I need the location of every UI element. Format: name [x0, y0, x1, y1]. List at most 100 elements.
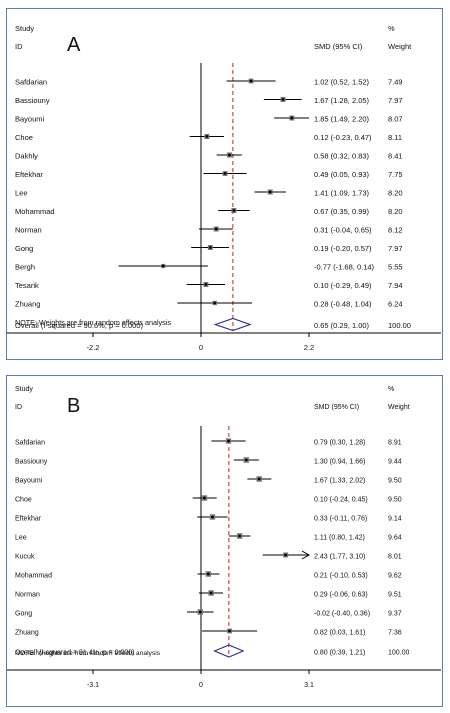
weights-note: NOTE: Weights are from random effects an…: [15, 318, 171, 327]
overall-weight: 100.00: [388, 650, 410, 657]
point-estimate: [206, 572, 210, 576]
study-weight: 6.24: [388, 300, 403, 309]
x-axis-tick-label: -2.2: [87, 343, 100, 352]
x-axis-tick-label: 3.1: [304, 682, 314, 689]
overall-diamond: [213, 644, 245, 658]
study-name: Bassiouny: [15, 459, 48, 466]
study-smd-ci: 0.12 (-0.23, 0.47): [314, 133, 372, 142]
x-axis-tick-label: 0: [199, 343, 203, 352]
panel-label: A: [67, 34, 81, 56]
point-estimate: [284, 553, 288, 557]
study-weight: 9.62: [388, 573, 402, 580]
point-estimate: [161, 264, 165, 268]
study-weight: 8.20: [388, 189, 403, 198]
study-smd-ci: 1.67 (1.33, 2.02): [314, 478, 365, 485]
study-weight: 8.41: [388, 152, 403, 161]
forest-plot-a-svg: Study ID SMD (95% CI)% Weight A Safdarian 1.02…: [7, 24, 441, 352]
point-estimate: [203, 496, 206, 500]
overall-weight: 100.00: [388, 321, 411, 330]
study-smd-ci: -0.77 (-1.68, 0.14): [314, 263, 375, 272]
study-smd-ci: 0.10 (-0.29, 0.49): [314, 281, 372, 290]
study-name: Lee: [15, 189, 28, 198]
ci-arrow: [301, 550, 311, 560]
study-name: Norman: [15, 226, 42, 235]
overall-label: Overall (I-squared = 91.4%, p = 0.000): [15, 650, 134, 657]
point-estimate: [228, 629, 231, 633]
study-name: Zhuang: [15, 300, 40, 309]
header-percent: %: [388, 386, 394, 393]
study-weight: 8.12: [388, 226, 403, 235]
study-name: Bayoumi: [15, 478, 43, 485]
point-estimate: [268, 190, 272, 194]
study-name: Mohammad: [15, 207, 55, 216]
study-weight: 7.49: [388, 78, 403, 87]
point-estimate: [244, 458, 248, 462]
forest-plot-b: Study ID SMD (95% CI)% Weight B Safdarian 0.79…: [6, 375, 443, 707]
study-name: Gong: [15, 244, 33, 253]
study-name: Safdarian: [15, 440, 45, 447]
study-weight: 7.75: [388, 170, 403, 179]
study-weight: 9.44: [388, 459, 402, 466]
study-weight: 9.14: [388, 516, 402, 523]
header-weight: Weight: [388, 404, 410, 411]
study-smd-ci: 0.82 (0.03, 1.61): [314, 630, 365, 637]
study-weight: 7.94: [388, 281, 403, 290]
study-name: Norman: [15, 592, 40, 599]
x-axis-tick-label: 2.2: [304, 343, 314, 352]
point-estimate: [214, 227, 218, 231]
point-estimate: [223, 172, 227, 175]
study-weight: 9.37: [388, 611, 402, 618]
header-percent: %: [388, 24, 395, 33]
point-estimate: [213, 301, 217, 305]
study-weight: 8.91: [388, 440, 402, 447]
study-weight: 8.01: [388, 554, 402, 561]
study-name: Mohammad: [15, 573, 52, 580]
forest-plot-a: Study ID SMD (95% CI)% Weight A Safdarian 1.02…: [6, 8, 443, 360]
study-weight: 8.07: [388, 115, 403, 124]
x-axis-tick-label: -3.1: [87, 682, 99, 689]
overall-label: Overall (I-squared = 90.6%, p = 0.000): [15, 321, 143, 330]
study-weight: 8.20: [388, 207, 403, 216]
overall-smd-ci: 0.80 (0.39, 1.21): [314, 650, 365, 657]
point-estimate: [290, 116, 294, 120]
header-smd: SMD (95% CI): [314, 42, 363, 51]
point-estimate: [209, 591, 213, 595]
study-smd-ci: 0.67 (0.35, 0.99): [314, 207, 370, 216]
study-smd-ci: 1.30 (0.94, 1.66): [314, 459, 365, 466]
x-axis-tick-label: 0: [199, 682, 203, 689]
study-weight: 9.50: [388, 497, 402, 504]
study-name: Bayoumi: [15, 115, 45, 124]
study-weight: 7.97: [388, 244, 403, 253]
study-name: Dakhly: [15, 152, 38, 161]
point-estimate: [204, 283, 208, 286]
study-name: Choe: [15, 133, 33, 142]
study-smd-ci: -0.02 (-0.40, 0.36): [314, 611, 370, 618]
header-smd: SMD (95% CI): [314, 404, 359, 411]
study-smd-ci: 0.19 (-0.20, 0.57): [314, 244, 372, 253]
study-weight: 7.97: [388, 96, 403, 105]
study-weight: 9.50: [388, 478, 402, 485]
study-name: Choe: [15, 497, 32, 504]
point-estimate: [257, 477, 261, 481]
study-smd-ci: 0.21 (-0.10, 0.53): [314, 573, 368, 580]
study-weight: 9.64: [388, 535, 402, 542]
study-smd-ci: 0.49 (0.05, 0.93): [314, 170, 370, 179]
study-name: Zhuang: [15, 630, 39, 637]
header-study: Study: [15, 24, 34, 33]
study-smd-ci: 0.58 (0.32, 0.83): [314, 152, 370, 161]
header-id: ID: [15, 404, 22, 411]
study-name: Lee: [15, 535, 27, 542]
study-smd-ci: 1.41 (1.09, 1.73): [314, 189, 370, 198]
study-smd-ci: 0.29 (-0.06, 0.63): [314, 592, 368, 599]
study-weight: 8.11: [388, 133, 402, 142]
point-estimate: [211, 515, 214, 519]
study-smd-ci: 0.33 (-0.11, 0.76): [314, 516, 367, 523]
study-name: Bergh: [15, 263, 35, 272]
overall-smd-ci: 0.65 (0.29, 1.00): [314, 321, 370, 330]
study-smd-ci: 0.31 (-0.04, 0.65): [314, 226, 372, 235]
point-estimate: [228, 153, 231, 157]
study-weight: 5.55: [388, 263, 403, 272]
study-smd-ci: 0.10 (-0.24, 0.45): [314, 497, 368, 504]
study-smd-ci: 0.79 (0.30, 1.28): [314, 440, 365, 447]
point-estimate: [208, 246, 212, 249]
